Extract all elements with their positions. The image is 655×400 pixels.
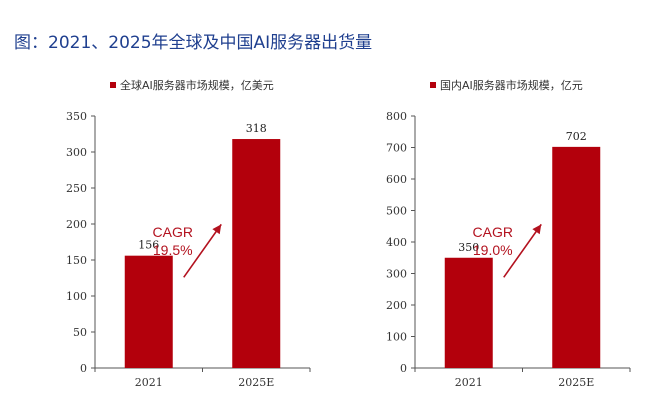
y-tick-label: 350	[66, 110, 87, 123]
y-tick-label: 100	[386, 331, 407, 344]
y-tick-label: 400	[386, 236, 407, 249]
data-label: 702	[566, 130, 587, 143]
y-tick-label: 300	[66, 146, 87, 159]
y-tick-label: 200	[386, 299, 407, 312]
cagr-value: 19.0%	[473, 242, 513, 258]
y-tick-label: 0	[80, 362, 87, 375]
legend-swatch	[110, 82, 116, 88]
cagr-arrow-head	[532, 224, 542, 235]
cagr-label: CAGR	[153, 224, 193, 240]
cagr-arrow-line	[183, 223, 222, 278]
bar	[444, 257, 493, 368]
y-tick-label: 500	[386, 205, 407, 218]
cagr-label: CAGR	[473, 224, 513, 240]
y-tick-label: 250	[66, 182, 87, 195]
y-tick-label: 150	[66, 254, 87, 267]
cagr-value: 19.5%	[153, 242, 193, 258]
cagr-arrow-line	[503, 223, 542, 278]
legend-label: 国内AI服务器市场规模，亿元	[440, 78, 583, 92]
data-label: 156	[138, 239, 159, 252]
figure-title: 图：2021、2025年全球及中国AI服务器出货量	[14, 33, 373, 53]
y-tick-label: 600	[386, 173, 407, 186]
y-tick-label: 50	[73, 326, 87, 339]
y-tick-label: 100	[66, 290, 87, 303]
bar	[552, 146, 601, 368]
bar	[232, 139, 281, 368]
y-tick-label: 300	[386, 268, 407, 281]
legend-label: 全球AI服务器市场规模，亿美元	[120, 78, 274, 92]
chart-global-ai-server-market: 全球AI服务器市场规模，亿美元 0 50 100 150 200 250 300 350 156 2…	[66, 78, 311, 389]
y-tick-label: 200	[66, 218, 87, 231]
legend-swatch	[430, 82, 436, 88]
data-label: 350	[458, 241, 479, 254]
data-label: 318	[246, 122, 267, 135]
bar	[124, 255, 173, 368]
y-tick-label: 700	[386, 142, 407, 155]
x-tick-label: 2025E	[238, 376, 274, 389]
chart-panel-global: 全球AI服务器市场规模，亿美元 0 50 100 150 200 250 300 350 156 2…	[10, 70, 330, 390]
chart-panel-domestic: 国内AI服务器市场规模，亿元 0 100 200 300 400 500 600 700 800 3…	[330, 70, 650, 390]
x-tick-label: 2025E	[558, 376, 594, 389]
cagr-arrow-head	[212, 224, 222, 235]
y-tick-label: 0	[400, 362, 407, 375]
chart-domestic-ai-server-market: 国内AI服务器市场规模，亿元 0 100 200 300 400 500 600 700 800 3…	[386, 78, 631, 389]
y-tick-label: 800	[386, 110, 407, 123]
x-tick-label: 2021	[135, 376, 163, 389]
x-tick-label: 2021	[455, 376, 483, 389]
